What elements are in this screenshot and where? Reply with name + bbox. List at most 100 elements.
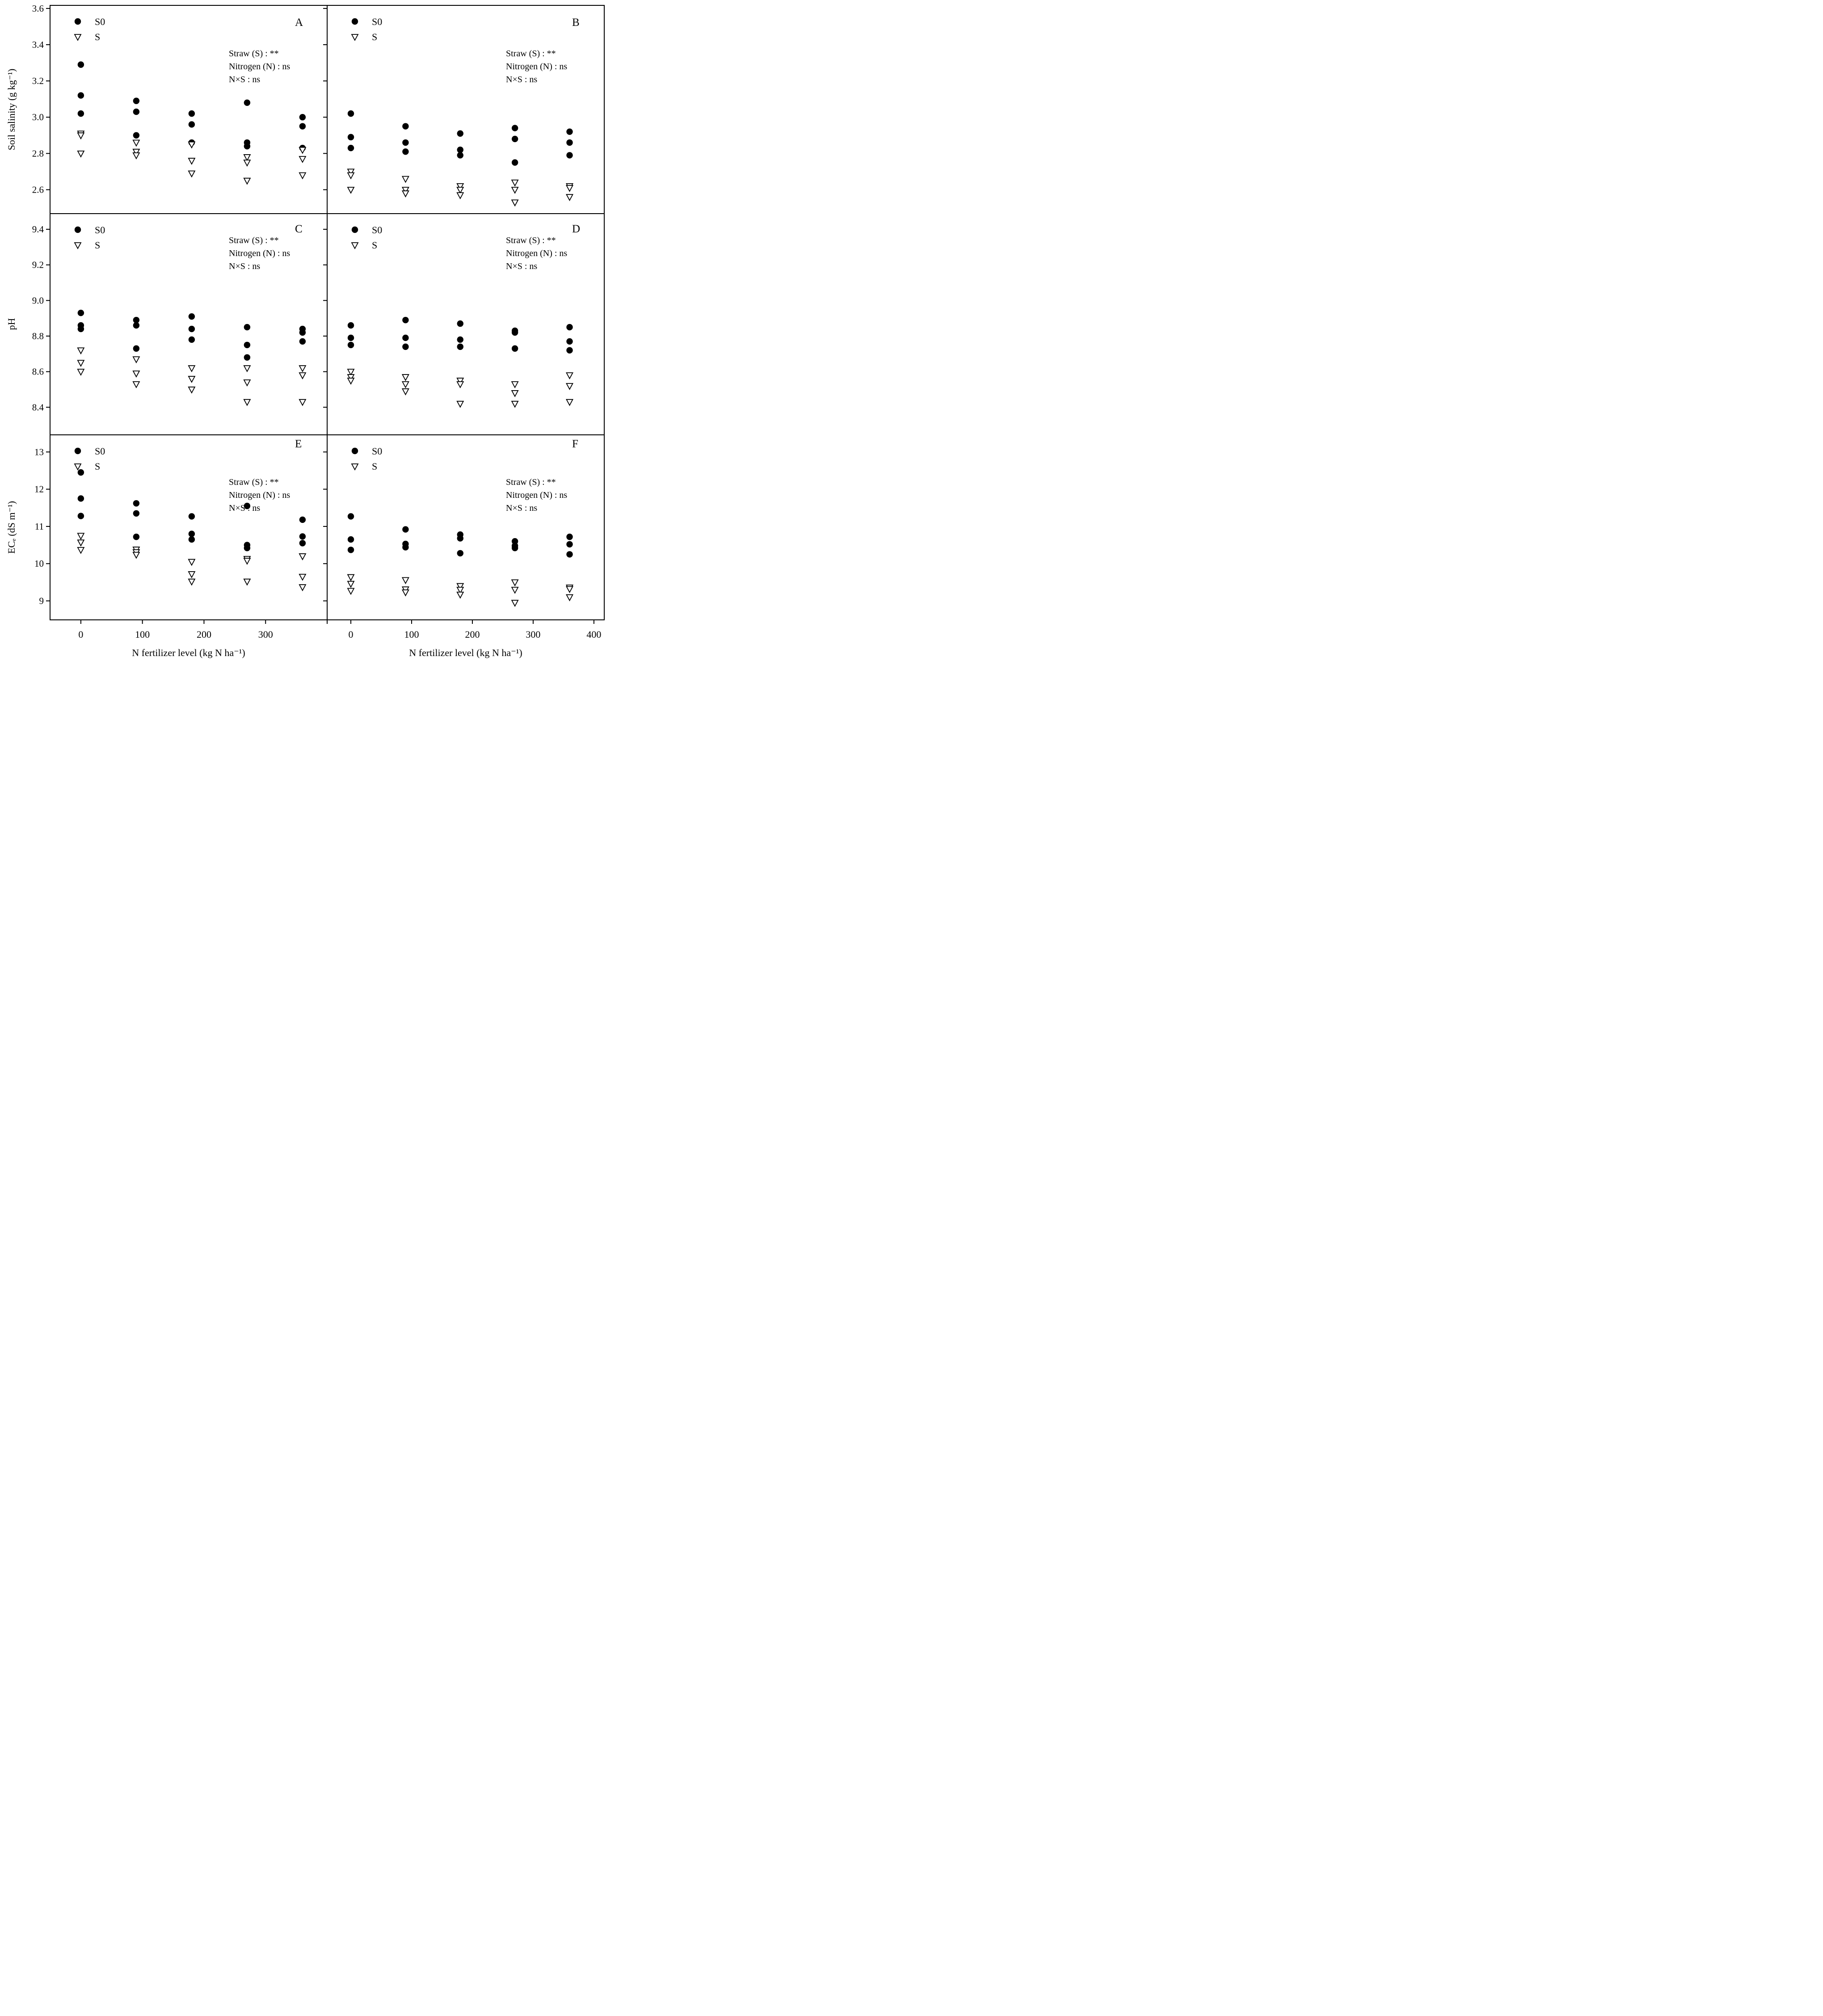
- y-tick-label: 9.4: [32, 224, 44, 235]
- stats-annotation-line: Nitrogen (N) : ns: [506, 62, 567, 72]
- data-point-s0: [133, 97, 140, 104]
- data-point-s0: [347, 322, 354, 329]
- data-point-s0: [457, 535, 463, 542]
- data-point-s: [347, 369, 355, 376]
- data-point-s: [188, 571, 196, 578]
- y-tick-label: 13: [34, 446, 44, 457]
- y-tick-label: 9: [39, 596, 44, 606]
- data-point-s: [401, 190, 409, 198]
- data-point-s: [565, 399, 574, 406]
- stats-annotation-line: Nitrogen (N) : ns: [229, 248, 290, 258]
- data-point-s: [347, 168, 355, 176]
- data-point-s0: [244, 324, 251, 331]
- data-point-s: [243, 578, 251, 586]
- x-axis-title-right: N fertilizer level (kg N ha⁻¹): [409, 647, 522, 658]
- data-point-s0: [299, 123, 306, 130]
- data-point-s0: [188, 313, 195, 320]
- y-tick-label: 2.6: [32, 184, 44, 195]
- data-point-s: [347, 172, 355, 180]
- legend-label-s0: S0: [372, 16, 382, 27]
- stats-annotation-line: N×S : ns: [229, 75, 260, 84]
- data-point-s0: [299, 114, 306, 121]
- data-point-s0: [188, 121, 195, 128]
- data-point-s0: [402, 139, 409, 146]
- panel-letter-C: C: [295, 223, 303, 235]
- data-point-s: [565, 586, 574, 593]
- legend-label-s0: S0: [372, 224, 382, 236]
- data-point-s: [511, 587, 519, 594]
- y-tick-label: 9.2: [32, 260, 44, 270]
- data-point-s0: [133, 108, 140, 115]
- data-point-s0: [402, 148, 409, 155]
- data-point-s0: [511, 345, 518, 352]
- data-point-s: [132, 551, 140, 559]
- data-point-s: [401, 589, 409, 597]
- data-point-s: [401, 577, 409, 585]
- data-point-s: [243, 399, 251, 406]
- data-point-s: [347, 378, 355, 385]
- data-point-s: [511, 579, 519, 587]
- x-tick-label: 400: [586, 629, 601, 640]
- legend-label-s: S: [372, 31, 377, 42]
- stats-annotation-line: N×S : ns: [506, 503, 537, 513]
- data-point-s: [132, 139, 140, 147]
- y-tick-label: 9.0: [32, 295, 44, 306]
- legend-label-s0: S0: [372, 446, 382, 457]
- data-point-s: [456, 192, 464, 200]
- stats-annotation-line: Nitrogen (N) : ns: [506, 248, 567, 258]
- data-point-s0: [566, 128, 573, 135]
- data-point-s: [243, 177, 251, 185]
- data-point-s0: [77, 513, 84, 519]
- data-point-s: [132, 148, 140, 156]
- x-tick-label: 0: [78, 629, 83, 640]
- x-tick-label: 100: [135, 629, 150, 640]
- data-point-s0: [188, 325, 195, 332]
- stats-annotation-line: Straw (S) : **: [229, 477, 279, 487]
- data-point-s0: [347, 513, 354, 520]
- data-point-s0: [511, 538, 518, 545]
- data-point-s: [565, 194, 574, 202]
- data-point-s: [401, 388, 409, 396]
- data-point-s: [299, 147, 307, 154]
- legend-filled-circle-icon: [351, 226, 358, 233]
- data-point-s: [77, 369, 85, 376]
- data-point-s: [299, 156, 307, 163]
- legend-label-s: S: [95, 31, 100, 42]
- y-tick-label: 10: [34, 558, 44, 569]
- data-point-s0: [77, 495, 84, 502]
- data-point-s: [347, 588, 355, 595]
- legend-filled-circle-icon: [351, 447, 358, 455]
- data-point-s0: [566, 324, 573, 331]
- data-point-s0: [347, 144, 354, 152]
- stats-annotation-line: N×S : ns: [506, 75, 537, 84]
- data-point-s0: [402, 343, 409, 350]
- data-point-s0: [244, 99, 251, 106]
- data-point-s: [188, 559, 196, 566]
- data-point-s: [243, 558, 251, 565]
- data-point-s0: [299, 533, 306, 540]
- legend-label-s: S: [95, 461, 100, 472]
- data-point-s: [299, 584, 307, 592]
- panel-letter-B: B: [572, 17, 580, 29]
- data-point-s: [511, 187, 519, 194]
- data-point-s0: [566, 541, 573, 548]
- y-tick-label: 8.4: [32, 402, 44, 412]
- data-point-s0: [133, 510, 140, 517]
- panel-frame-C: [50, 213, 328, 435]
- data-point-s: [511, 381, 519, 388]
- data-point-s0: [457, 343, 463, 350]
- data-point-s0: [457, 130, 463, 137]
- data-point-s0: [566, 152, 573, 159]
- data-point-s: [299, 372, 307, 379]
- panel-frame-A: [50, 5, 328, 214]
- data-point-s: [132, 152, 140, 160]
- data-point-s: [77, 132, 85, 140]
- y-tick-label: 3.0: [32, 112, 44, 122]
- legend-open-triangle-icon: [74, 34, 82, 41]
- data-point-s0: [77, 325, 84, 332]
- stats-annotation-line: Nitrogen (N) : ns: [229, 490, 290, 500]
- data-point-s: [401, 381, 409, 388]
- data-point-s: [243, 379, 251, 387]
- data-point-s0: [457, 152, 463, 159]
- data-point-s: [401, 187, 409, 194]
